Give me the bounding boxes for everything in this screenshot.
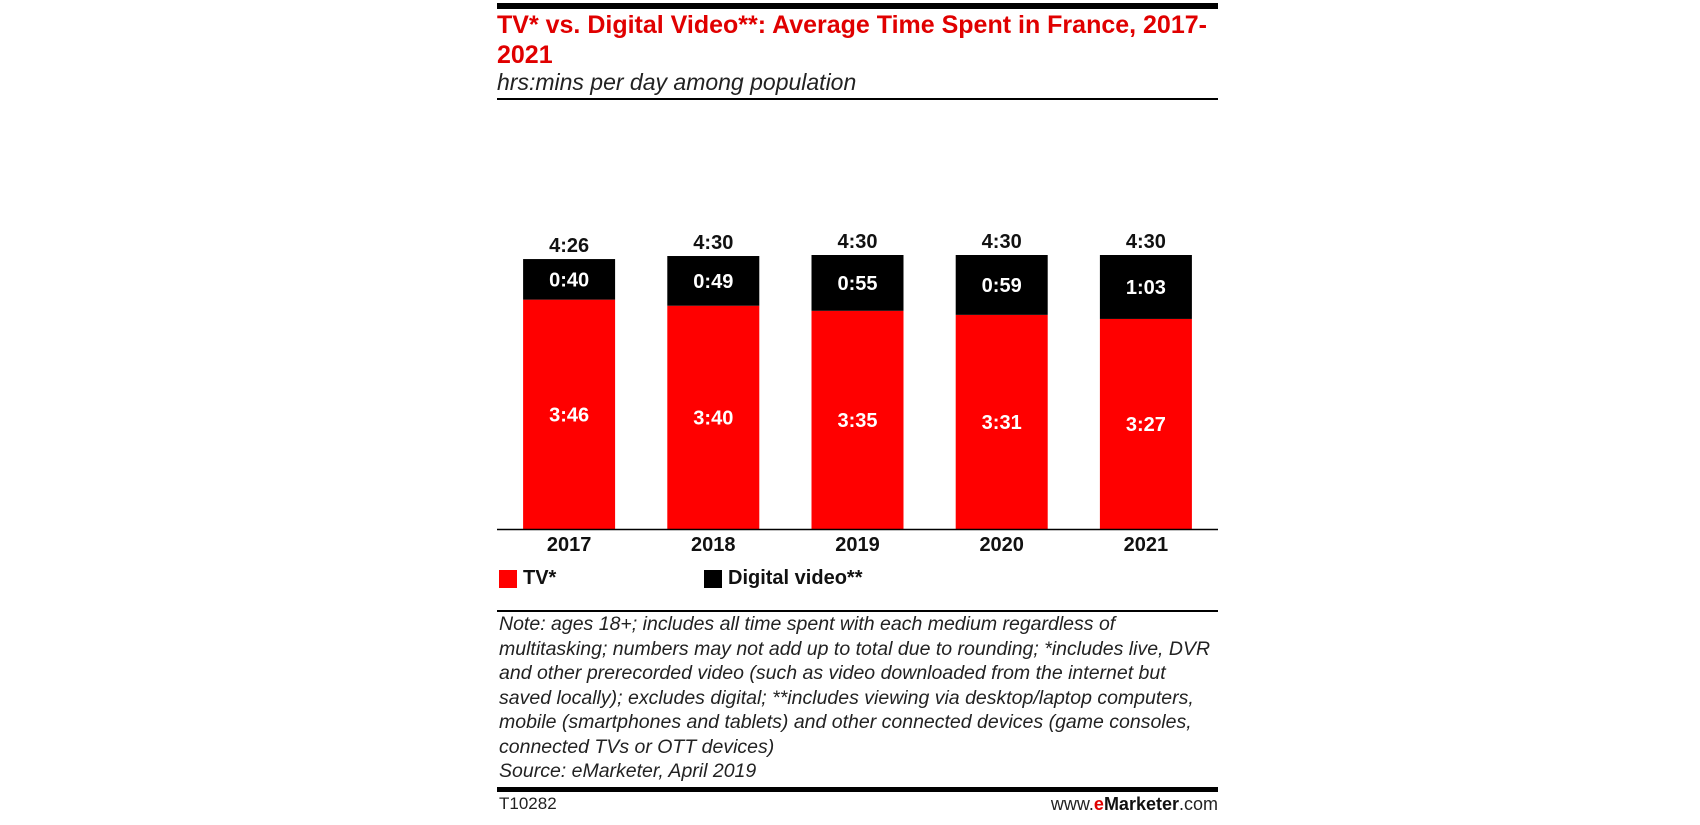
legend-item-digital-video: Digital video** bbox=[704, 567, 862, 590]
subtitle-rule bbox=[497, 98, 1218, 100]
x-tick-2019: 2019 bbox=[835, 534, 880, 555]
bar-digital-video-2020 bbox=[955, 255, 1048, 315]
label-tv-2019: 3:35 bbox=[837, 410, 877, 432]
bar-tv-2017 bbox=[523, 299, 616, 529]
x-tick-2021: 2021 bbox=[1124, 534, 1169, 555]
chart-title: TV* vs. Digital Video**: Average Time Sp… bbox=[497, 11, 1207, 69]
label-tv-2018: 3:40 bbox=[693, 407, 733, 429]
site-brand-e: e bbox=[1093, 794, 1104, 814]
legend-label-digital-video: Digital video** bbox=[728, 567, 863, 589]
legend-swatch-tv bbox=[499, 569, 517, 588]
site-credit: www.eMarketer.com bbox=[1051, 794, 1218, 815]
bar-digital-video-2021 bbox=[1099, 255, 1192, 319]
x-tick-2018: 2018 bbox=[691, 534, 736, 555]
bar-digital-video-2019 bbox=[811, 255, 904, 311]
note-rule bbox=[497, 610, 1218, 612]
bar-tv-2021 bbox=[1099, 318, 1192, 529]
stacked-bar-chart: 3:46 0:40 4:26 2017 3:40 0:49 4:30 2018 3:35 0:55… bbox=[497, 231, 1218, 555]
bar-tv-2020 bbox=[955, 314, 1048, 529]
label-digital-video-2021: 1:03 bbox=[1126, 277, 1166, 299]
legend-label-tv: TV* bbox=[523, 567, 557, 589]
label-total-2019: 4:30 bbox=[837, 231, 877, 253]
chart-id: T10282 bbox=[499, 794, 557, 813]
site-suffix: .com bbox=[1178, 794, 1218, 814]
source-text: Source: eMarketer, April 2019 bbox=[499, 760, 757, 782]
top-rule bbox=[497, 3, 1218, 9]
bar-tv-2019 bbox=[811, 310, 904, 529]
bar-tv-2018 bbox=[667, 305, 760, 529]
label-total-2021: 4:30 bbox=[1126, 231, 1166, 253]
legend-item-tv: TV* bbox=[499, 567, 556, 590]
bar-digital-video-2017 bbox=[523, 259, 616, 300]
label-digital-video-2020: 0:59 bbox=[982, 275, 1022, 297]
label-digital-video-2017: 0:40 bbox=[549, 269, 589, 291]
legend-swatch-digital-video bbox=[704, 569, 722, 588]
legend: TV* Digital video** bbox=[497, 567, 1218, 597]
note-text: Note: ages 18+; includes all time spent … bbox=[499, 613, 1211, 758]
bottom-rule bbox=[497, 787, 1218, 792]
label-total-2017: 4:26 bbox=[549, 235, 589, 257]
label-tv-2021: 3:27 bbox=[1126, 414, 1166, 436]
label-tv-2020: 3:31 bbox=[982, 412, 1022, 434]
bar-digital-video-2018 bbox=[667, 256, 760, 306]
label-digital-video-2019: 0:55 bbox=[837, 273, 877, 295]
note-block: Note: ages 18+; includes all time spent … bbox=[499, 612, 1218, 784]
label-tv-2017: 3:46 bbox=[549, 404, 589, 426]
chart-subtitle: hrs:mins per day among population bbox=[497, 69, 857, 95]
label-total-2018: 4:30 bbox=[693, 232, 733, 254]
label-total-2020: 4:30 bbox=[982, 231, 1022, 253]
site-brand: Marketer bbox=[1103, 794, 1179, 814]
label-digital-video-2018: 0:49 bbox=[693, 271, 733, 293]
site-prefix: www. bbox=[1050, 794, 1094, 814]
x-tick-2017: 2017 bbox=[547, 534, 592, 555]
x-tick-2020: 2020 bbox=[979, 534, 1024, 555]
